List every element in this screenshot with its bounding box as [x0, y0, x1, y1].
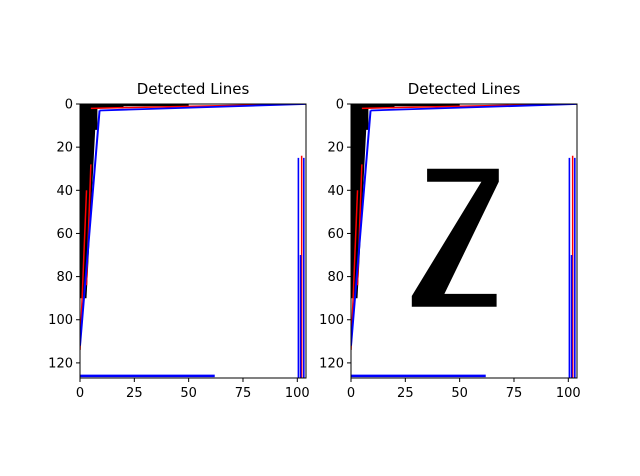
y-tick-label: 60: [327, 227, 344, 242]
image-region: [80, 104, 189, 299]
detected-line: [80, 110, 101, 346]
axes-frame: [79, 103, 307, 379]
x-tick-label: 0: [347, 386, 355, 401]
x-tick-label: 50: [451, 386, 468, 401]
x-tick-label: 0: [76, 386, 84, 401]
y-tick-label: 20: [56, 141, 73, 156]
y-tick-label: 100: [48, 313, 73, 328]
y-tick-label: 60: [56, 227, 73, 242]
y-tick-label: 40: [327, 184, 344, 199]
x-tick-label: 75: [506, 386, 523, 401]
chart-title: Detected Lines: [137, 80, 250, 98]
y-tick-label: 40: [56, 184, 73, 199]
x-tick-label: 50: [180, 386, 197, 401]
y-tick-label: 80: [327, 270, 344, 285]
y-tick-label: 0: [65, 98, 73, 113]
image-region: [411, 168, 499, 307]
y-tick-label: 120: [48, 356, 73, 371]
x-tick-label: 100: [556, 386, 581, 401]
y-tick-label: 80: [56, 270, 73, 285]
y-tick-label: 120: [319, 356, 344, 371]
chart-title: Detected Lines: [408, 80, 521, 98]
image-region: [351, 104, 460, 299]
x-tick-label: 75: [235, 386, 252, 401]
detected-line: [370, 104, 577, 112]
detected-line: [99, 104, 306, 112]
x-tick-label: 25: [397, 386, 414, 401]
x-tick-label: 25: [126, 386, 143, 401]
subplot-right: 0 25 50 75 100 0 20 40 60 80 100 120 Detected Lines: [319, 80, 581, 401]
y-tick-label: 0: [336, 98, 344, 113]
y-tick-label: 100: [319, 313, 344, 328]
subplot-left: 0 25 50 75 100 0 20 40 60 80 100 120 Detected Lines: [48, 80, 310, 401]
axes-frame: [350, 103, 578, 379]
image-background: [80, 104, 306, 378]
detected-line: [351, 110, 372, 346]
x-tick-label: 100: [285, 386, 310, 401]
y-tick-label: 20: [327, 141, 344, 156]
